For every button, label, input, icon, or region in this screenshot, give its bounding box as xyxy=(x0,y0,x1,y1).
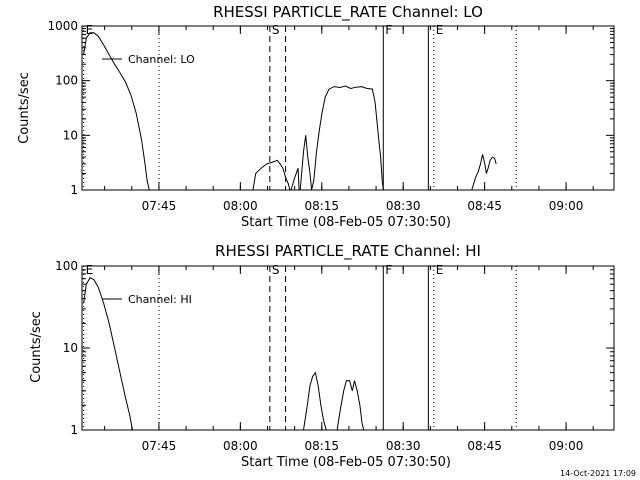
marker-label: E xyxy=(436,263,444,277)
x-tick-group: 07:45 08:00 08:15 08:30 08:45 09:00 xyxy=(104,266,594,453)
x-axis-label: Start Time (08-Feb-05 07:30:50) xyxy=(241,455,451,470)
y-tick-group: 1 10 100 xyxy=(55,259,614,437)
y-tick-label: 100 xyxy=(55,259,78,273)
x-tick-label: 08:30 xyxy=(386,199,421,213)
x-axis-label: Start Time (08-Feb-05 07:30:50) xyxy=(241,215,451,230)
y-tick-label: 10 xyxy=(63,341,78,355)
series-group xyxy=(83,32,497,191)
x-tick-label: 07:45 xyxy=(142,439,177,453)
marker-label: F xyxy=(385,23,392,37)
legend-label: Channel: HI xyxy=(128,293,192,306)
marker-label: S xyxy=(272,23,280,37)
x-tick-label: 08:45 xyxy=(467,439,502,453)
x-tick-group: 07:45 08:00 08:15 08:30 08:45 09:00 xyxy=(104,26,594,213)
chart-title: RHESSI PARTICLE_RATE Channel: HI xyxy=(215,242,481,261)
legend: Channel: LO xyxy=(102,53,195,66)
series-group xyxy=(83,277,365,431)
chart-panel-lo: RHESSI PARTICLE_RATE Channel: LO Counts/… xyxy=(17,3,615,230)
footer-timestamp: 14-Oct-2021 17:09 xyxy=(560,469,636,478)
chart-title: RHESSI PARTICLE_RATE Channel: LO xyxy=(213,3,483,22)
legend-label: Channel: LO xyxy=(128,53,195,66)
series-line-segment-3 xyxy=(471,154,497,191)
series-line-segment-0 xyxy=(83,32,150,191)
x-tick-label: 08:45 xyxy=(467,199,502,213)
x-tick-label: 08:15 xyxy=(304,439,339,453)
y-tick-label: 1000 xyxy=(47,19,78,33)
y-tick-label: 1 xyxy=(70,183,78,197)
series-line-segment-1 xyxy=(303,371,327,431)
legend: Channel: HI xyxy=(102,293,192,306)
y-tick-group: 1 10 100 1000 xyxy=(47,19,614,197)
x-tick-label: 07:45 xyxy=(142,199,177,213)
y-tick-label: 100 xyxy=(55,74,78,88)
series-line-segment-2 xyxy=(290,85,384,191)
marker-label: S xyxy=(272,263,280,277)
x-tick-label: 09:00 xyxy=(549,199,584,213)
marker-label: F xyxy=(385,263,392,277)
plot-frame xyxy=(81,25,615,191)
marker-label: E xyxy=(436,23,444,37)
plot-frame xyxy=(81,265,615,431)
series-line-segment-1 xyxy=(252,159,291,191)
x-tick-label: 08:00 xyxy=(223,199,258,213)
x-tick-label: 08:15 xyxy=(304,199,339,213)
chart-panel-hi: RHESSI PARTICLE_RATE Channel: HI Counts/… xyxy=(29,242,615,470)
x-tick-label: 09:00 xyxy=(549,439,584,453)
x-tick-label: 08:30 xyxy=(386,439,421,453)
y-axis-label: Counts/sec xyxy=(29,311,44,383)
series-line-segment-0 xyxy=(83,277,133,431)
marker-label: E xyxy=(86,23,94,37)
y-tick-label: 10 xyxy=(63,128,78,142)
x-tick-label: 08:00 xyxy=(223,439,258,453)
series-line-segment-2 xyxy=(336,380,365,431)
y-tick-label: 1 xyxy=(70,423,78,437)
marker-label: E xyxy=(86,263,94,277)
y-axis-label: Counts/sec xyxy=(17,72,32,144)
